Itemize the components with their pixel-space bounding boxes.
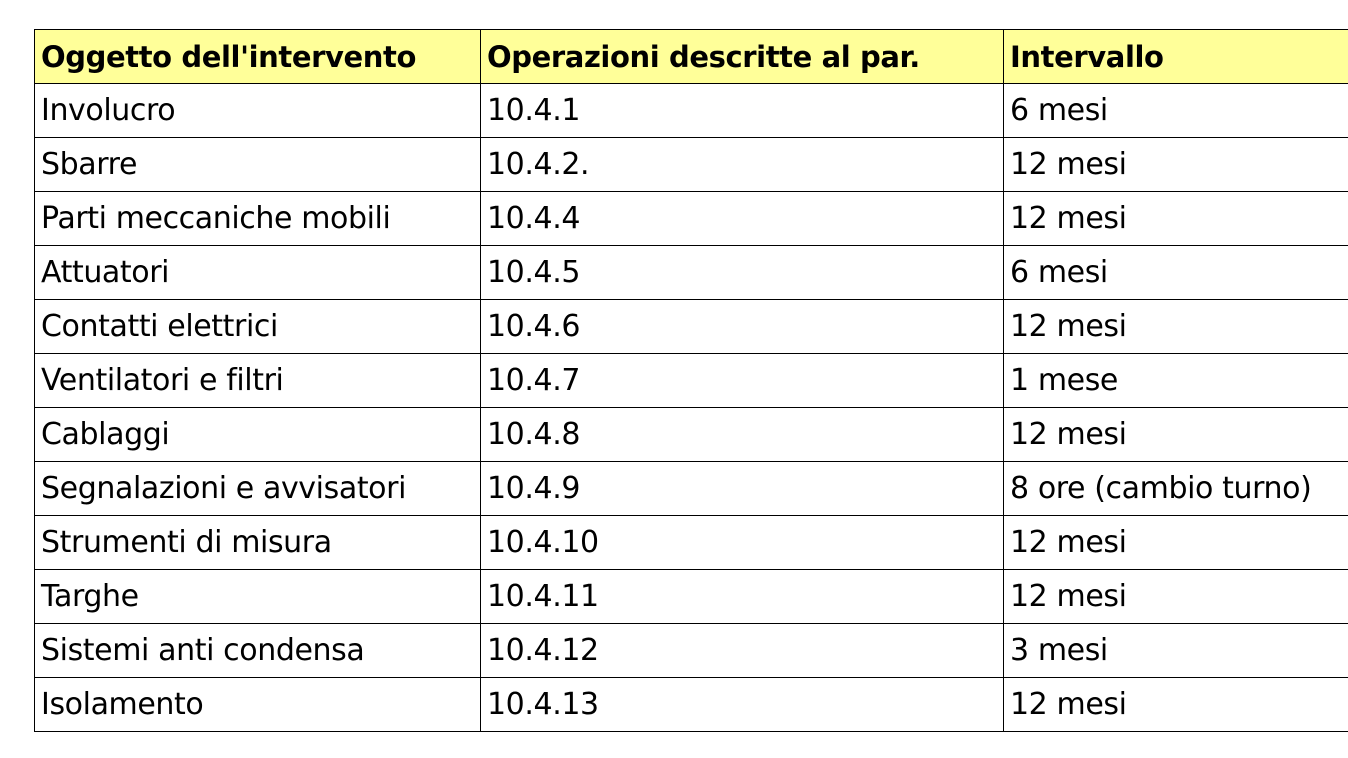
table-row: Contatti elettrici 10.4.6 12 mesi xyxy=(34,299,1348,354)
cell-oggetto: Parti meccaniche mobili xyxy=(34,191,481,246)
column-header-intervallo: Intervallo xyxy=(1003,29,1348,84)
cell-oggetto: Strumenti di misura xyxy=(34,515,481,570)
cell-operazioni: 10.4.6 xyxy=(480,299,1004,354)
table-row: Sbarre 10.4.2. 12 mesi xyxy=(34,137,1348,192)
cell-operazioni: 10.4.2. xyxy=(480,137,1004,192)
cell-operazioni: 10.4.7 xyxy=(480,353,1004,408)
cell-intervallo: 8 ore (cambio turno) xyxy=(1003,461,1348,516)
column-header-operazioni: Operazioni descritte al par. xyxy=(480,29,1004,84)
cell-oggetto: Cablaggi xyxy=(34,407,481,462)
cell-intervallo: 12 mesi xyxy=(1003,515,1348,570)
cell-operazioni: 10.4.10 xyxy=(480,515,1004,570)
table-row: Segnalazioni e avvisatori 10.4.9 8 ore (… xyxy=(34,461,1348,516)
cell-intervallo: 6 mesi xyxy=(1003,83,1348,138)
cell-operazioni: 10.4.13 xyxy=(480,677,1004,732)
table-header-row: Oggetto dell'intervento Operazioni descr… xyxy=(34,29,1348,84)
cell-intervallo: 12 mesi xyxy=(1003,569,1348,624)
cell-intervallo: 12 mesi xyxy=(1003,407,1348,462)
cell-intervallo: 12 mesi xyxy=(1003,137,1348,192)
cell-oggetto: Involucro xyxy=(34,83,481,138)
cell-oggetto: Contatti elettrici xyxy=(34,299,481,354)
cell-operazioni: 10.4.12 xyxy=(480,623,1004,678)
table-row: Ventilatori e filtri 10.4.7 1 mese xyxy=(34,353,1348,408)
cell-operazioni: 10.4.1 xyxy=(480,83,1004,138)
cell-operazioni: 10.4.5 xyxy=(480,245,1004,300)
cell-oggetto: Targhe xyxy=(34,569,481,624)
cell-oggetto: Attuatori xyxy=(34,245,481,300)
cell-oggetto: Segnalazioni e avvisatori xyxy=(34,461,481,516)
cell-oggetto: Sistemi anti condensa xyxy=(34,623,481,678)
table-row: Strumenti di misura 10.4.10 12 mesi xyxy=(34,515,1348,570)
cell-intervallo: 12 mesi xyxy=(1003,191,1348,246)
cell-intervallo: 3 mesi xyxy=(1003,623,1348,678)
table-row: Isolamento 10.4.13 12 mesi xyxy=(34,677,1348,732)
cell-oggetto: Ventilatori e filtri xyxy=(34,353,481,408)
table-row: Targhe 10.4.11 12 mesi xyxy=(34,569,1348,624)
column-header-oggetto: Oggetto dell'intervento xyxy=(34,29,481,84)
cell-operazioni: 10.4.11 xyxy=(480,569,1004,624)
table-row: Attuatori 10.4.5 6 mesi xyxy=(34,245,1348,300)
cell-operazioni: 10.4.8 xyxy=(480,407,1004,462)
cell-intervallo: 12 mesi xyxy=(1003,299,1348,354)
table-row: Cablaggi 10.4.8 12 mesi xyxy=(34,407,1348,462)
table-row: Involucro 10.4.1 6 mesi xyxy=(34,83,1348,138)
cell-oggetto: Sbarre xyxy=(34,137,481,192)
cell-intervallo: 6 mesi xyxy=(1003,245,1348,300)
cell-oggetto: Isolamento xyxy=(34,677,481,732)
cell-operazioni: 10.4.9 xyxy=(480,461,1004,516)
cell-intervallo: 12 mesi xyxy=(1003,677,1348,732)
table-row: Parti meccaniche mobili 10.4.4 12 mesi xyxy=(34,191,1348,246)
table-row: Sistemi anti condensa 10.4.12 3 mesi xyxy=(34,623,1348,678)
cell-operazioni: 10.4.4 xyxy=(480,191,1004,246)
maintenance-table: Oggetto dell'intervento Operazioni descr… xyxy=(34,29,1348,732)
cell-intervallo: 1 mese xyxy=(1003,353,1348,408)
maintenance-table-container: Oggetto dell'intervento Operazioni descr… xyxy=(34,29,1348,732)
